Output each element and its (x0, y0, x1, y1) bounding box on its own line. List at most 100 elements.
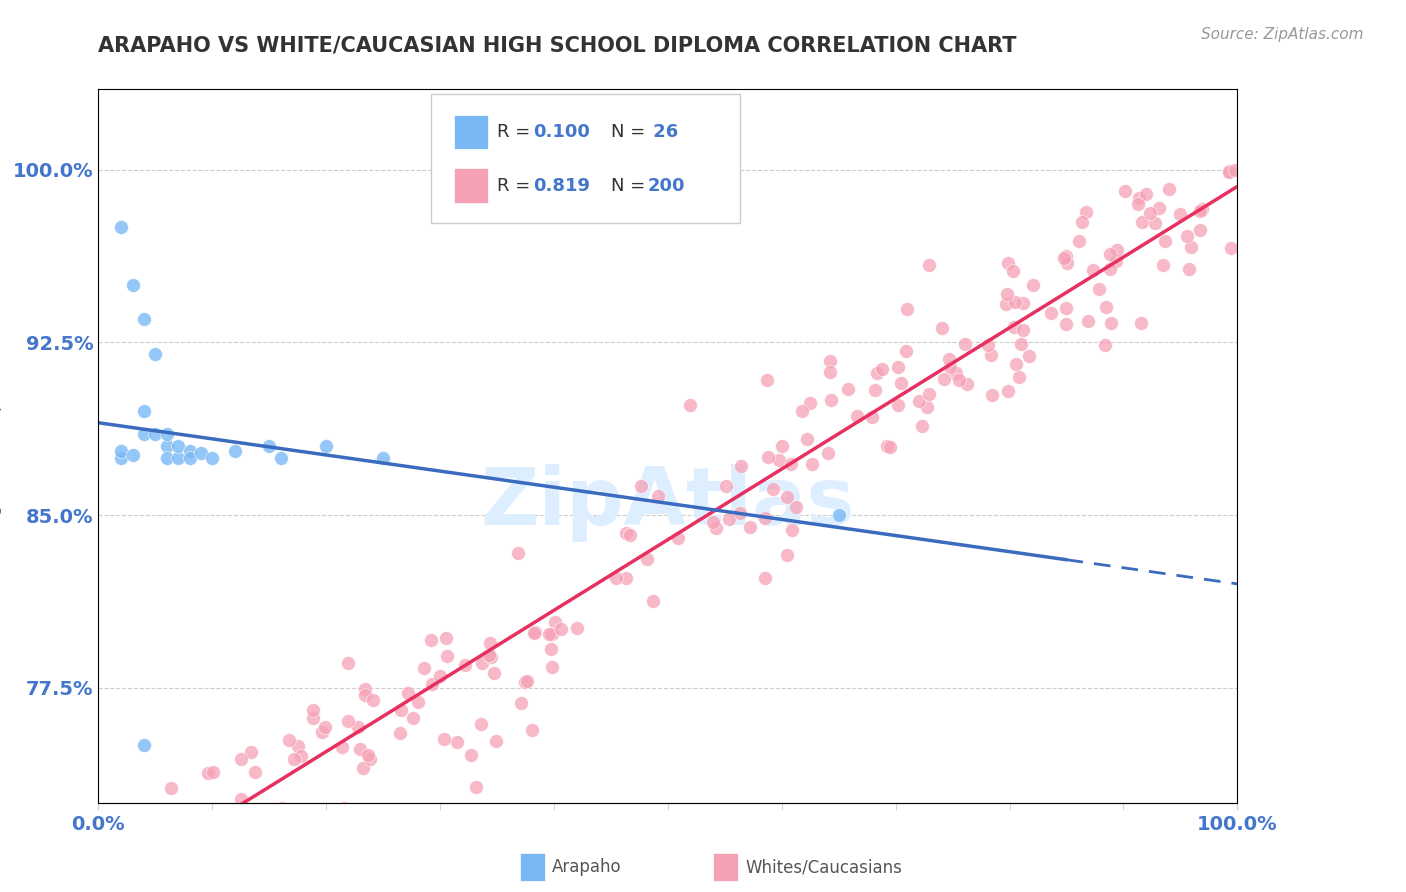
Point (1002, 320, 1025, 334)
Point (145, 347, 167, 361)
Point (1189, 203, 1212, 218)
Point (953, 336, 976, 351)
Point (876, 439, 898, 453)
Point (201, 450, 224, 465)
Point (679, 398, 702, 412)
Point (717, 511, 740, 525)
Point (330, 739, 353, 754)
Point (931, 321, 953, 335)
Point (388, 726, 411, 740)
Point (817, 445, 839, 459)
Point (148, 818, 170, 832)
Point (1088, 282, 1111, 296)
Point (540, 627, 562, 641)
Point (918, 387, 941, 401)
Y-axis label: High School Diploma: High School Diploma (0, 359, 1, 533)
Text: ZipAtlas: ZipAtlas (481, 464, 855, 542)
Point (636, 551, 658, 566)
Point (704, 521, 727, 535)
Point (1129, 316, 1152, 330)
Point (820, 393, 842, 408)
Point (145, 830, 167, 845)
Point (1147, 201, 1170, 215)
Text: N =: N = (610, 123, 651, 141)
Point (163, 830, 186, 845)
Point (779, 457, 801, 471)
Point (887, 359, 910, 374)
Text: R =: R = (498, 177, 536, 194)
Point (1128, 192, 1150, 206)
Point (911, 418, 934, 433)
Point (315, 439, 337, 453)
Point (780, 523, 803, 537)
Point (818, 365, 841, 379)
Point (156, 439, 179, 453)
Point (187, 830, 209, 845)
Point (179, 450, 201, 465)
Point (980, 348, 1002, 362)
Point (792, 404, 814, 418)
Point (121, 277, 143, 292)
Point (506, 546, 529, 560)
Point (283, 752, 305, 766)
Point (145, 427, 167, 442)
Point (1070, 215, 1092, 229)
Point (139, 830, 162, 845)
Point (311, 725, 333, 739)
Point (997, 287, 1019, 301)
Point (125, 830, 148, 845)
Point (132, 404, 155, 418)
Point (357, 747, 380, 762)
Point (520, 723, 543, 738)
Point (770, 439, 793, 453)
Point (754, 571, 776, 585)
Point (179, 443, 201, 458)
Point (436, 648, 458, 663)
Point (1004, 295, 1026, 310)
Point (1054, 249, 1077, 263)
Bar (713, 853, 738, 881)
Point (544, 615, 567, 629)
Point (406, 695, 429, 709)
Point (1168, 207, 1191, 221)
Point (429, 669, 451, 683)
Point (702, 515, 724, 529)
Point (837, 382, 859, 396)
Point (1074, 205, 1097, 219)
Point (278, 733, 301, 747)
Point (1081, 262, 1104, 277)
Point (347, 721, 370, 735)
Point (1135, 187, 1157, 202)
Point (1177, 262, 1199, 277)
Point (352, 761, 374, 775)
Point (229, 751, 252, 765)
Point (287, 739, 309, 753)
Point (97, 830, 120, 845)
Point (471, 656, 494, 670)
Point (1069, 234, 1091, 248)
Point (336, 656, 359, 670)
Point (1098, 262, 1121, 277)
Point (1218, 164, 1240, 178)
Point (828, 508, 851, 522)
Point (1098, 246, 1121, 260)
Point (541, 660, 564, 674)
Point (1132, 215, 1154, 229)
Point (359, 752, 381, 766)
Point (890, 376, 912, 390)
Text: Source: ZipAtlas.com: Source: ZipAtlas.com (1201, 27, 1364, 42)
Point (845, 409, 868, 423)
Point (160, 781, 183, 796)
Point (470, 716, 492, 731)
Point (349, 742, 371, 756)
Point (183, 829, 205, 843)
Point (1218, 164, 1240, 178)
Point (948, 373, 970, 387)
Point (785, 500, 807, 514)
Point (465, 780, 488, 794)
Point (516, 673, 538, 688)
Point (110, 220, 132, 235)
Point (132, 738, 155, 752)
Point (446, 735, 468, 749)
Point (156, 427, 179, 442)
